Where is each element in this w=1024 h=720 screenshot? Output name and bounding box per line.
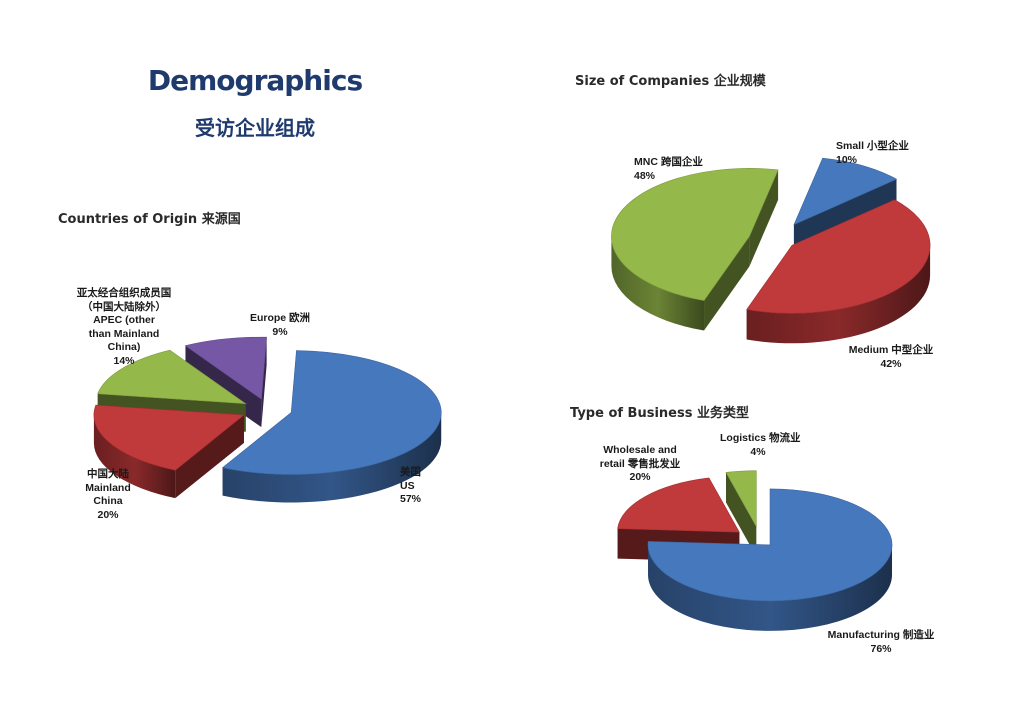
label-line: 57% — [400, 493, 422, 505]
pie-slice-logistics — [725, 470, 757, 557]
pie-slice-us — [221, 350, 442, 503]
pie-slice-medium — [746, 199, 931, 344]
label-medium: Medium 中型企业 42% — [846, 344, 936, 371]
label-mnc: MNC 跨国企业 48% — [634, 156, 703, 183]
label-line: 亚太经合组织成员国 — [76, 287, 172, 299]
label-line: Small 小型企业 — [836, 140, 909, 152]
label-line: Manufacturing 制造业 — [827, 629, 935, 641]
label-line: Wholesale and — [603, 444, 677, 456]
pie-slice-manufacturing — [647, 488, 893, 631]
label-manufacturing: Manufacturing 制造业 76% — [826, 629, 936, 656]
label-line: 48% — [634, 169, 656, 182]
label-line: than Mainland — [88, 327, 160, 340]
label-line: APEC (other — [93, 314, 155, 326]
label-line: 美国 — [400, 466, 421, 478]
size-chart-title: Size of Companies 企业规模 — [575, 74, 766, 89]
countries-chart-title: Countries of Origin 来源国 — [58, 212, 241, 227]
label-line: US — [400, 479, 415, 492]
label-line: Mainland — [85, 481, 131, 494]
label-line: retail 零售批发业 — [599, 457, 681, 470]
label-line: China) — [107, 341, 141, 353]
label-logistics: Logistics 物流业 4% — [720, 432, 801, 459]
label-line: 9% — [272, 325, 288, 338]
label-line: 76% — [870, 642, 892, 655]
page-subtitle: 受访企业组成 — [195, 116, 315, 140]
label-line: 中国大陆 — [87, 468, 129, 480]
label-small: Small 小型企业 10% — [836, 140, 909, 167]
label-apec: 亚太经合组织成员国 （中国大陆除外） APEC (other than Mainlan… — [72, 287, 176, 368]
label-line: 20% — [97, 508, 119, 521]
label-line: 20% — [629, 471, 651, 483]
label-line: Europe 欧洲 — [249, 312, 311, 324]
label-line: 10% — [836, 153, 858, 166]
label-line: 4% — [750, 445, 766, 458]
label-line: Medium 中型企业 — [848, 344, 934, 356]
label-line: （中国大陆除外） — [82, 300, 166, 313]
label-line: China — [93, 495, 123, 507]
label-us: 美国 US 57% — [400, 466, 421, 507]
pie-slice-mnc — [611, 168, 779, 331]
label-line: MNC 跨国企业 — [634, 156, 703, 168]
page-title: Demographics — [147, 64, 363, 97]
label-line: 42% — [880, 357, 902, 370]
label-line: 14% — [113, 354, 135, 367]
label-mainland-china: 中国大陆 Mainland China 20% — [78, 468, 138, 522]
label-line: Logistics 物流业 — [720, 432, 801, 444]
business-chart-title: Type of Business 业务类型 — [570, 406, 749, 421]
label-europe: Europe 欧洲 9% — [248, 312, 312, 339]
pie-slice-mainland-china — [93, 404, 245, 499]
label-wholesale-retail: Wholesale and retail 零售批发业 20% — [588, 444, 692, 485]
